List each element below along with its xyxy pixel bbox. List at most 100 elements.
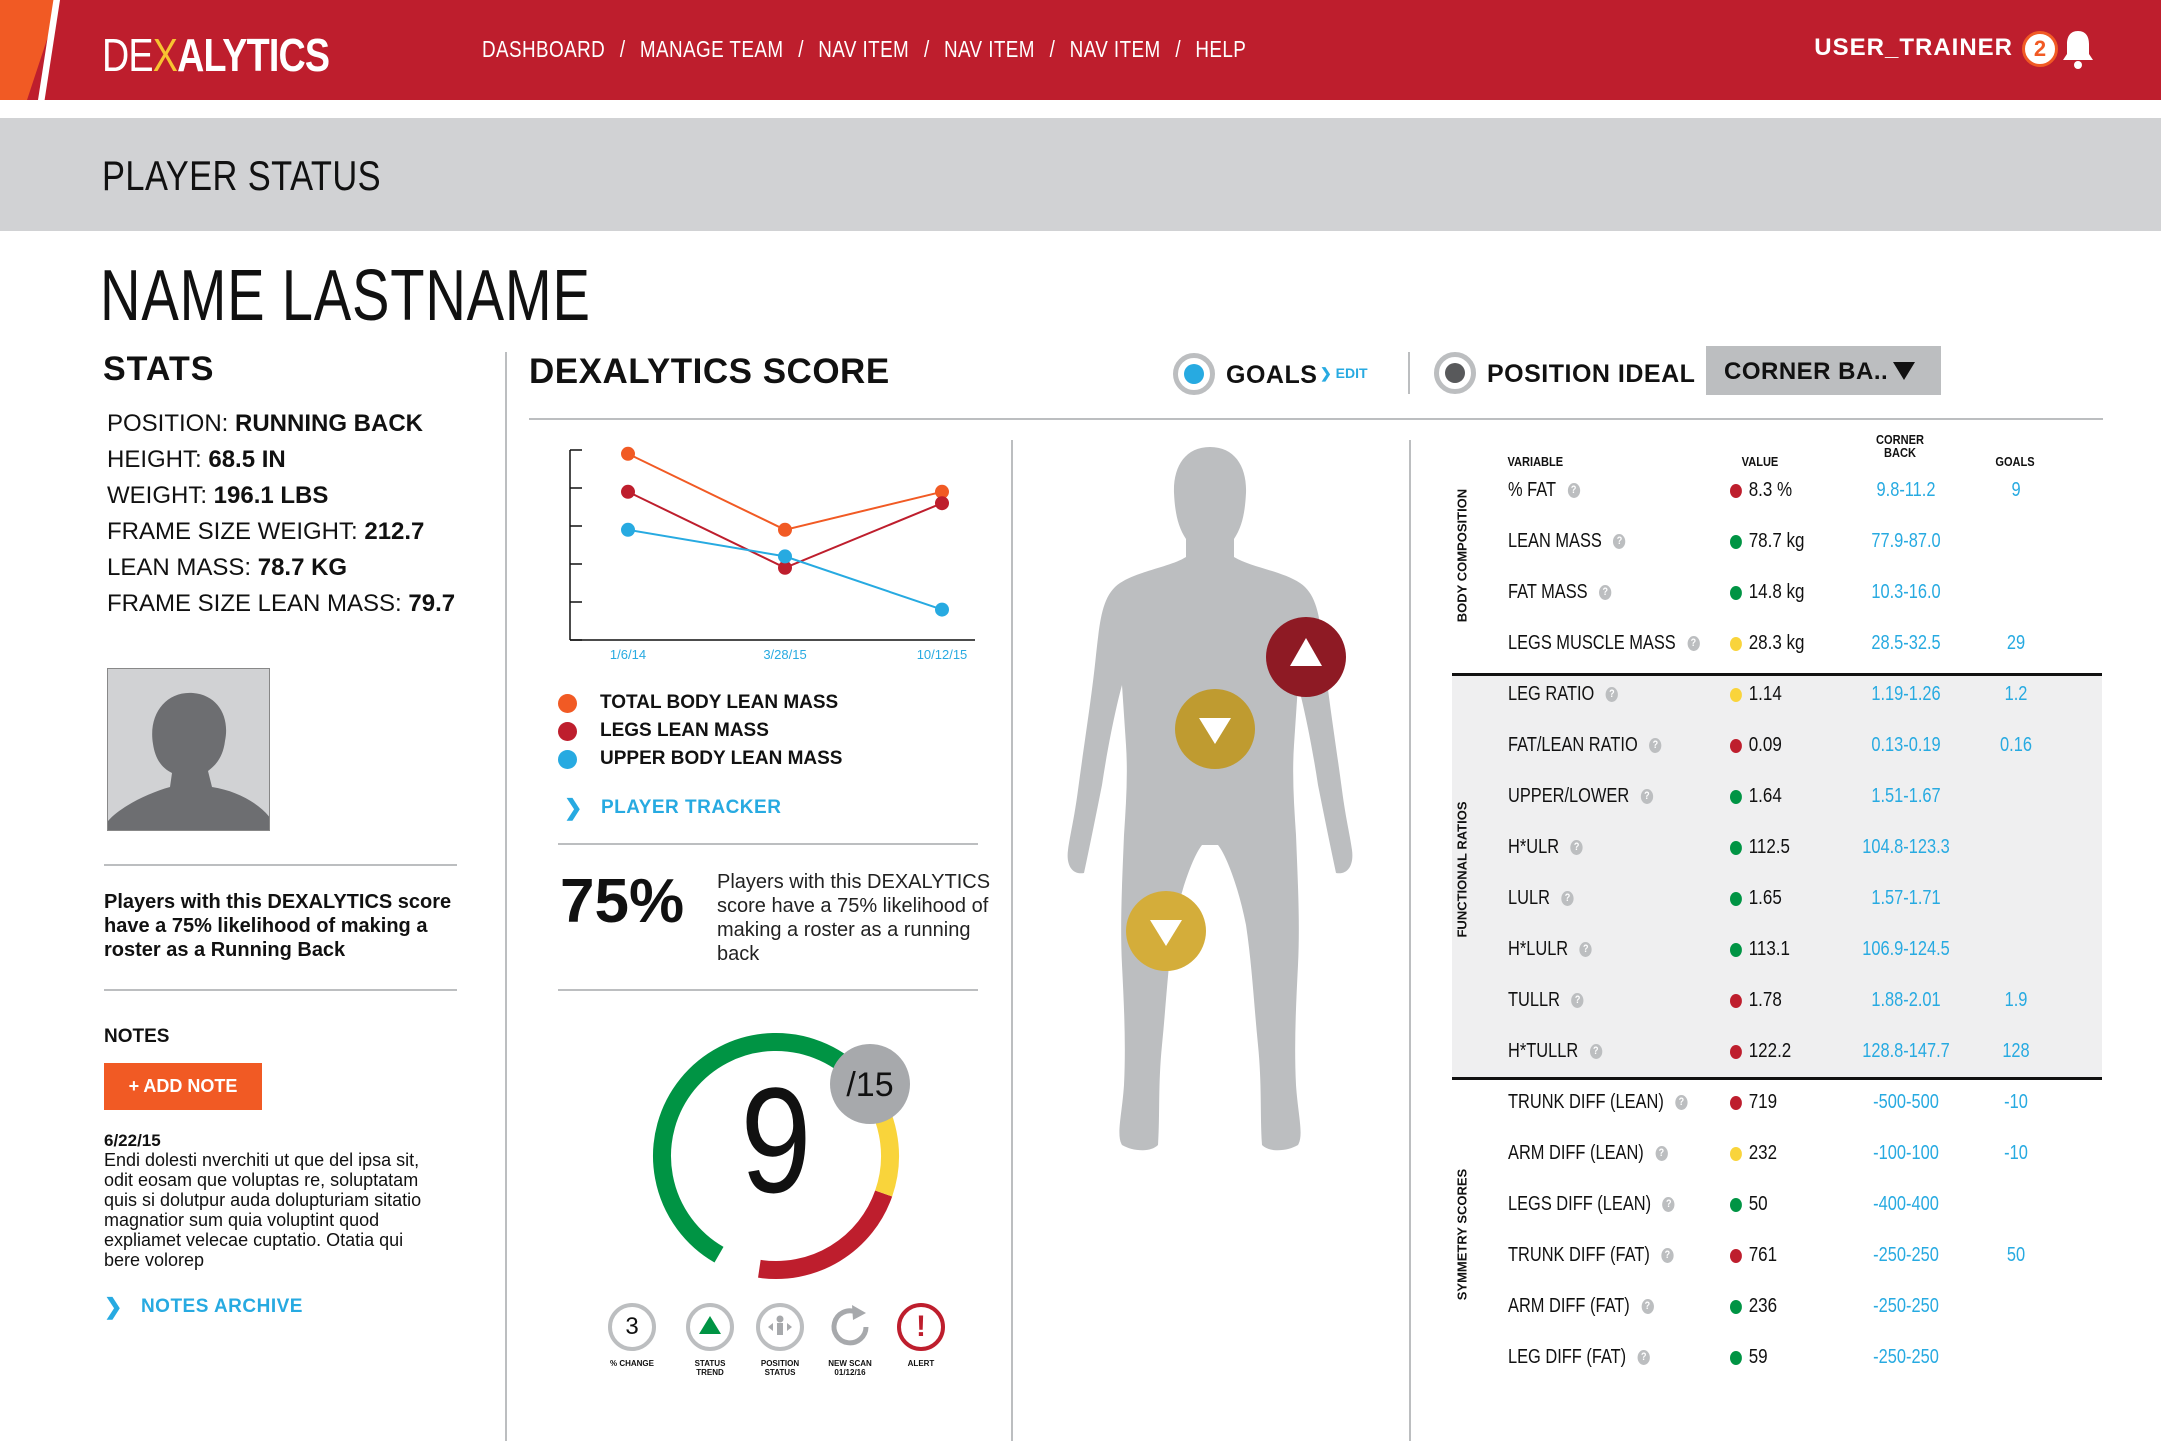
goals-radio[interactable] bbox=[1173, 353, 1215, 395]
table-row[interactable]: H*TULLR? 122.2 128.8-147.7 128 bbox=[1508, 1030, 2102, 1081]
help-icon[interactable]: ? bbox=[1641, 1299, 1654, 1314]
status-dot bbox=[1730, 891, 1742, 906]
value-text: 28.3 kg bbox=[1748, 632, 1805, 654]
variable-label: LEGS MUSCLE MASS bbox=[1508, 632, 1676, 654]
value-text: 50 bbox=[1748, 1193, 1768, 1215]
help-icon[interactable]: ? bbox=[1662, 1197, 1675, 1212]
help-icon[interactable]: ? bbox=[1655, 1146, 1668, 1161]
stat-label: POSITION: bbox=[107, 410, 236, 437]
value-text: 14.8 kg bbox=[1748, 581, 1805, 603]
status-icon-label: % CHANGE bbox=[609, 1359, 654, 1368]
help-icon[interactable]: ? bbox=[1640, 789, 1653, 804]
torso-marker bbox=[1175, 689, 1255, 769]
bell-icon[interactable] bbox=[2060, 28, 2096, 70]
table-row[interactable]: TRUNK DIFF (FAT)? 761 -250-250 50 bbox=[1508, 1234, 2102, 1285]
position-ideal-radio[interactable] bbox=[1434, 352, 1476, 394]
section-label-symmetry-scores: SYMMETRY SCORES bbox=[1454, 1168, 1470, 1301]
nav-item-5[interactable]: NAV ITEM bbox=[1069, 36, 1161, 62]
table-row[interactable]: TRUNK DIFF (LEAN)? 719 -500-500 -10 bbox=[1508, 1081, 2102, 1132]
row-variable: LEAN MASS? bbox=[1508, 530, 1626, 553]
gauge-segment bbox=[758, 1190, 893, 1279]
help-icon[interactable]: ? bbox=[1605, 687, 1619, 702]
help-icon[interactable]: ? bbox=[1675, 1095, 1688, 1110]
table-row[interactable]: % FAT? 8.3 % 9.8-11.2 9 bbox=[1508, 469, 2102, 520]
edit-goals-link[interactable]: ❯ EDIT bbox=[1320, 365, 1368, 382]
help-icon[interactable]: ? bbox=[1649, 738, 1662, 753]
column-header-goals: GOALS bbox=[1995, 454, 2035, 469]
help-icon[interactable]: ? bbox=[1599, 585, 1612, 600]
chevron-right-icon: ❯ bbox=[104, 1294, 123, 1319]
table-row[interactable]: LEAN MASS? 78.7 kg 77.9-87.0 bbox=[1508, 520, 2102, 571]
table-row[interactable]: LEG RATIO? 1.14 1.19-1.26 1.2 bbox=[1508, 673, 2102, 724]
trend-up-icon[interactable] bbox=[686, 1303, 734, 1351]
app-logo[interactable]: DEXALYTICS bbox=[102, 28, 330, 82]
help-icon[interactable]: ? bbox=[1571, 993, 1584, 1008]
help-icon[interactable]: ? bbox=[1687, 636, 1700, 651]
notification-count-badge[interactable]: 2 bbox=[2022, 31, 2058, 67]
table-row[interactable]: LEGS MUSCLE MASS? 28.3 kg 28.5-32.5 29 bbox=[1508, 622, 2102, 673]
label-line: POSITION bbox=[760, 1359, 800, 1368]
chart-legend: TOTAL BODY LEAN MASS LEGS LEAN MASS UPPE… bbox=[558, 689, 842, 773]
logo-part-x: X bbox=[152, 29, 178, 81]
nav-separator: / bbox=[619, 36, 626, 62]
table-row[interactable]: H*ULR? 112.5 104.8-123.3 bbox=[1508, 826, 2102, 877]
help-icon[interactable]: ? bbox=[1613, 534, 1626, 549]
position-status-icon[interactable] bbox=[756, 1303, 804, 1351]
percent-change-value: 3 bbox=[625, 1313, 639, 1340]
refresh-icon[interactable] bbox=[826, 1303, 874, 1351]
stat-value: 212.7 bbox=[364, 518, 425, 545]
nav-item-4[interactable]: NAV ITEM bbox=[943, 36, 1035, 62]
label-line: TREND bbox=[696, 1368, 724, 1377]
add-note-button[interactable]: + ADD NOTE bbox=[104, 1063, 262, 1110]
nav-item-manage-team[interactable]: MANAGE TEAM bbox=[639, 36, 784, 62]
position-select[interactable]: CORNER BA.. bbox=[1706, 346, 1941, 395]
variable-label: LULR bbox=[1508, 887, 1550, 909]
table-row[interactable]: LULR? 1.65 1.57-1.71 bbox=[1508, 877, 2102, 928]
row-corner-back-range: 77.9-87.0 bbox=[1871, 530, 1941, 552]
table-row[interactable]: FAT/LEAN RATIO? 0.09 0.13-0.19 0.16 bbox=[1508, 724, 2102, 775]
nav-item-3[interactable]: NAV ITEM bbox=[818, 36, 910, 62]
alert-icon[interactable]: ! bbox=[897, 1303, 945, 1351]
help-icon[interactable]: ? bbox=[1570, 840, 1583, 855]
likelihood-percent: 75% bbox=[560, 867, 685, 936]
table-row[interactable]: UPPER/LOWER? 1.64 1.51-1.67 bbox=[1508, 775, 2102, 826]
player-tracker-link[interactable]: ❯ PLAYER TRACKER bbox=[564, 795, 781, 821]
variable-label: TULLR bbox=[1508, 989, 1560, 1011]
status-dot bbox=[1730, 942, 1742, 957]
table-row[interactable]: FAT MASS? 14.8 kg 10.3-16.0 bbox=[1508, 571, 2102, 622]
nav-item-dashboard[interactable]: DASHBOARD bbox=[482, 36, 606, 62]
help-icon[interactable]: ? bbox=[1637, 1350, 1650, 1365]
row-value: 761 bbox=[1730, 1244, 1777, 1267]
user-menu[interactable]: USER_TRAINER bbox=[1814, 34, 2013, 61]
score-header-divider bbox=[529, 418, 2103, 420]
position-ideal-label: POSITION IDEAL bbox=[1487, 360, 1696, 388]
data-point bbox=[935, 496, 949, 511]
value-text: 78.7 kg bbox=[1748, 530, 1805, 552]
table-row[interactable]: ARM DIFF (LEAN)? 232 -100-100 -10 bbox=[1508, 1132, 2102, 1183]
table-row[interactable]: ARM DIFF (FAT)? 236 -250-250 bbox=[1508, 1285, 2102, 1336]
table-row[interactable]: H*LULR? 113.1 106.9-124.5 bbox=[1508, 928, 2102, 979]
data-point bbox=[621, 484, 635, 499]
section-label-functional-ratios: FUNCTIONAL RATIOS bbox=[1454, 801, 1470, 938]
gauge-segment bbox=[714, 1246, 761, 1278]
table-row[interactable]: TULLR? 1.78 1.88-2.01 1.9 bbox=[1508, 979, 2102, 1030]
help-icon[interactable]: ? bbox=[1661, 1248, 1674, 1263]
percent-change-icon[interactable]: 3 bbox=[608, 1303, 656, 1351]
row-variable: LULR? bbox=[1508, 887, 1574, 910]
column-divider bbox=[505, 352, 507, 1441]
help-icon[interactable]: ? bbox=[1567, 483, 1580, 498]
row-value: 719 bbox=[1730, 1091, 1777, 1114]
status-dot bbox=[1730, 636, 1742, 651]
status-dot bbox=[1730, 993, 1742, 1008]
notes-archive-link[interactable]: ❯ NOTES ARCHIVE bbox=[104, 1294, 303, 1320]
alert-mark: ! bbox=[916, 1310, 926, 1343]
help-icon[interactable]: ? bbox=[1561, 891, 1574, 906]
help-icon[interactable]: ? bbox=[1589, 1044, 1602, 1059]
help-icon[interactable]: ? bbox=[1579, 942, 1592, 957]
table-row[interactable]: LEGS DIFF (LEAN)? 50 -400-400 bbox=[1508, 1183, 2102, 1234]
table-row[interactable]: LEG DIFF (FAT)? 59 -250-250 bbox=[1508, 1336, 2102, 1387]
status-dot bbox=[1730, 1044, 1742, 1059]
nav-item-help[interactable]: HELP bbox=[1195, 36, 1247, 62]
header-line: CORNER bbox=[1876, 432, 1924, 447]
variable-label: FAT MASS bbox=[1508, 581, 1588, 603]
